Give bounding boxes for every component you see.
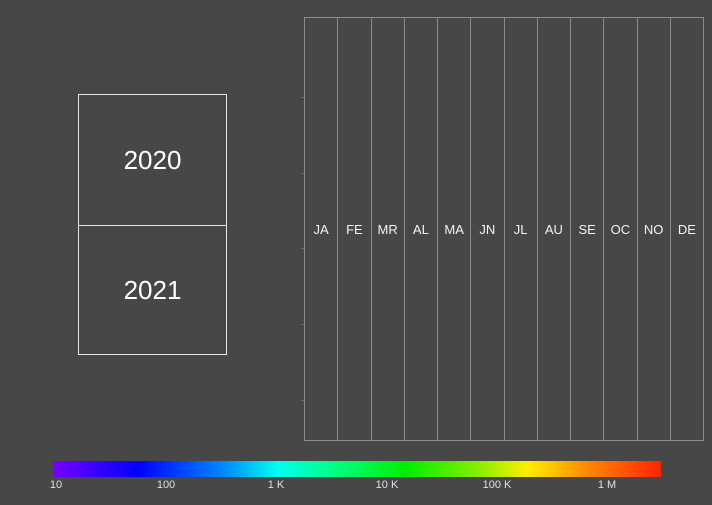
month-january-column[interactable]: JA (305, 18, 339, 440)
month-may-column[interactable]: MA (438, 18, 472, 440)
month-november-column[interactable]: NO (638, 18, 671, 440)
month-july-column[interactable]: JL (505, 18, 538, 440)
axis-tick (301, 324, 304, 325)
colorbar-label-10: 10 (49, 479, 63, 491)
month-march-column[interactable]: MR (372, 18, 405, 440)
year-selector: 2020 2021 (78, 94, 227, 355)
month-selector: JA FE MR AL MA JN JL AU SE OC NO DE (304, 17, 704, 441)
month-april-column[interactable]: AL (405, 18, 438, 440)
axis-tick (301, 97, 304, 98)
axis-tick (301, 400, 304, 401)
month-december-column[interactable]: DE (677, 221, 696, 237)
colorbar-label-1m: 1 M (597, 479, 617, 491)
colorbar-legend (53, 461, 661, 477)
month-june-column[interactable]: JN (471, 18, 505, 440)
colorbar-label-10k: 10 K (375, 479, 399, 491)
axis-tick (301, 173, 304, 174)
axis-tick (301, 248, 304, 249)
colorbar-label-1k: 1 K (267, 479, 285, 491)
month-september-column[interactable]: SE (571, 18, 605, 440)
year-2020-cell[interactable]: 2020 (79, 95, 226, 226)
month-october-column[interactable]: OC (604, 18, 638, 440)
colorbar-label-100k: 100 K (482, 479, 512, 491)
year-2021-cell[interactable]: 2021 (123, 274, 182, 305)
colorbar-label-100: 100 (156, 479, 176, 491)
month-august-column[interactable]: AU (538, 18, 571, 440)
month-february-column[interactable]: FE (338, 18, 372, 440)
